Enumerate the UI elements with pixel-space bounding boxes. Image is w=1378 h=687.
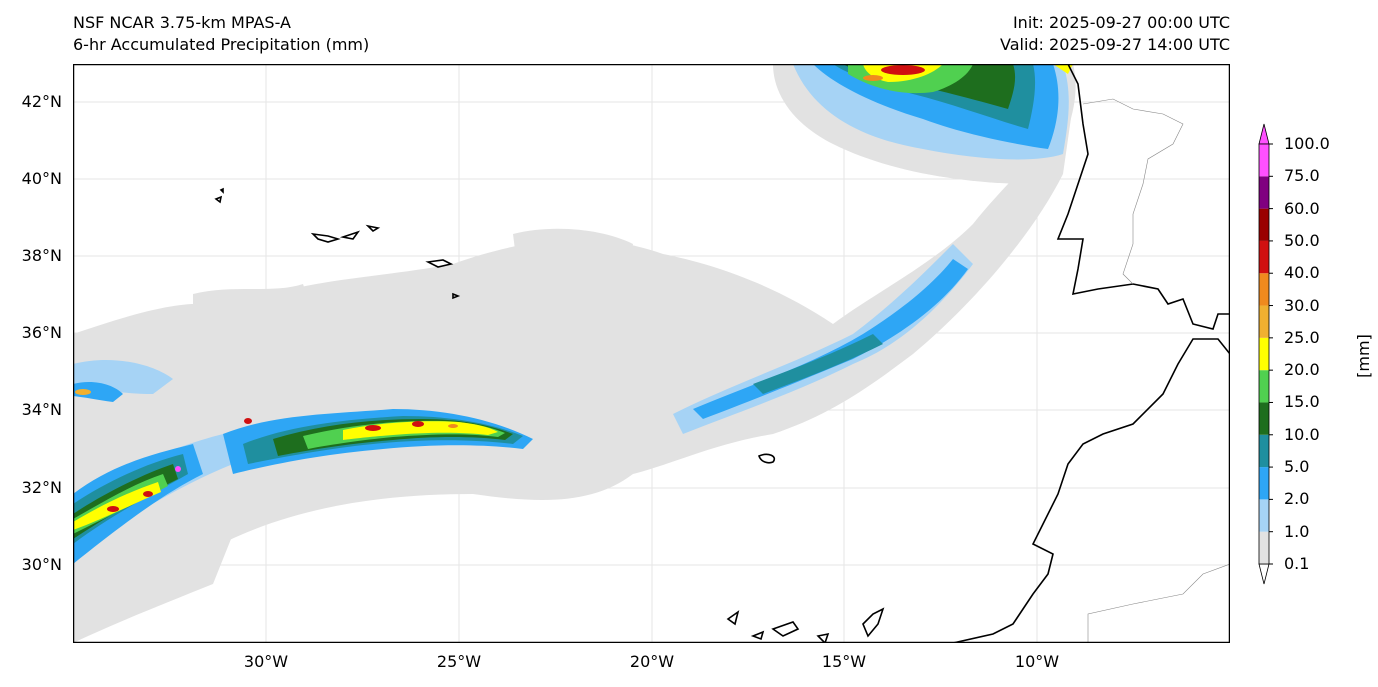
lon-tick-label: 10°W <box>1014 652 1060 671</box>
colorbar-segment <box>1259 144 1269 177</box>
colorbar-extend-max <box>1258 123 1270 145</box>
canary-islands <box>726 607 885 643</box>
colorbar-segment <box>1259 176 1269 209</box>
title-right: Init: 2025-09-27 00:00 UTC Valid: 2025-0… <box>1000 12 1230 56</box>
africa-coast <box>952 338 1230 643</box>
precipitation-map <box>73 64 1230 643</box>
colorbar-segment <box>1259 467 1269 500</box>
colorbar-segment <box>1259 499 1269 532</box>
colorbar-segment <box>1259 531 1269 564</box>
colorbar-tick-label: 15.0 <box>1284 392 1320 412</box>
colorbar-tick-label: 30.0 <box>1284 295 1320 315</box>
colorbar-tick-label: 75.0 <box>1284 166 1320 186</box>
colorbar-tick-label: 25.0 <box>1284 327 1320 347</box>
lat-tick-label: 34°N <box>21 400 62 419</box>
lat-tick-label: 30°N <box>21 555 62 574</box>
colorbar-segment <box>1259 273 1269 306</box>
lat-tick-label: 36°N <box>21 323 62 342</box>
lon-tick-label: 30°W <box>243 652 289 671</box>
colorbar-segment <box>1259 337 1269 371</box>
precip-heavy-cells <box>75 65 925 512</box>
valid-time: Valid: 2025-09-27 14:00 UTC <box>999 35 1230 54</box>
country-borders <box>1082 98 1230 643</box>
iberia-coast <box>1056 64 1230 330</box>
madeira <box>758 453 776 464</box>
colorbar <box>1258 123 1273 585</box>
colorbar-tick-label: 40.0 <box>1284 263 1320 283</box>
colorbar-segment <box>1259 402 1269 435</box>
lon-tick-label: 15°W <box>821 652 867 671</box>
colorbar-tick-label: 5.0 <box>1284 457 1310 477</box>
colorbar-segment <box>1259 208 1269 241</box>
colorbar-unit-label: [mm] <box>1354 334 1373 378</box>
init-time: Init: 2025-09-27 00:00 UTC <box>1012 13 1230 32</box>
colorbar-tick-label: 60.0 <box>1284 198 1320 218</box>
colorbar-segment <box>1259 370 1269 403</box>
colorbar-tick-label: 2.0 <box>1284 489 1310 509</box>
colorbar-segment <box>1259 434 1269 468</box>
colorbar-tick-label: 0.1 <box>1284 554 1310 573</box>
coastlines <box>214 64 1230 643</box>
lat-tick-label: 32°N <box>21 478 62 497</box>
colorbar-tick-label: 1.0 <box>1284 521 1310 541</box>
lon-tick-label: 20°W <box>629 652 675 671</box>
colorbar-tick-label: 50.0 <box>1284 230 1320 250</box>
model-title: NSF NCAR 3.75-km MPAS-A <box>73 13 291 32</box>
colorbar-tick-label: 100.0 <box>1284 134 1330 153</box>
title-left: NSF NCAR 3.75-km MPAS-A 6-hr Accumulated… <box>73 12 369 56</box>
colorbar-tick-label: 20.0 <box>1284 360 1320 380</box>
colorbar-extend-min <box>1258 563 1270 585</box>
colorbar-segment <box>1259 305 1269 338</box>
lon-tick-label: 25°W <box>436 652 482 671</box>
lat-tick-label: 40°N <box>21 169 62 188</box>
colorbar-tick-label: 10.0 <box>1284 424 1320 444</box>
azores-islands <box>214 187 461 300</box>
colorbar-segment <box>1259 240 1269 274</box>
lat-tick-label: 42°N <box>21 92 62 111</box>
field-title: 6-hr Accumulated Precipitation (mm) <box>73 35 370 54</box>
lat-tick-label: 38°N <box>21 246 62 265</box>
